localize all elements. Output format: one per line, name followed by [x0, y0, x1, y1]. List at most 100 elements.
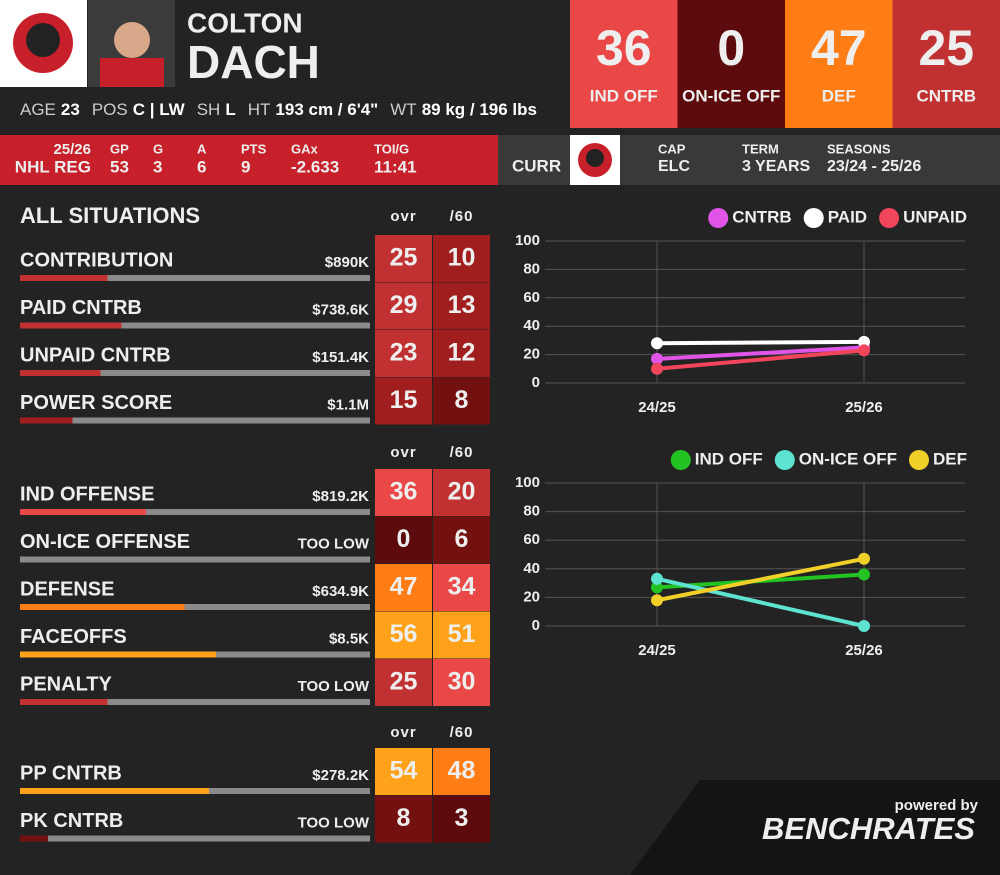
stat-value: 11:41	[374, 157, 417, 176]
cell-value: 3	[455, 804, 469, 832]
point	[651, 594, 663, 607]
score-value: 0	[717, 20, 745, 76]
cell-value: 34	[448, 573, 476, 601]
cell-value: 6	[455, 525, 469, 553]
cell	[375, 564, 432, 611]
contract-label: CAP	[658, 141, 686, 156]
score-box	[892, 0, 1000, 128]
cell	[433, 795, 490, 843]
photo-head	[114, 22, 150, 58]
cell	[433, 659, 490, 706]
cell	[375, 516, 432, 564]
cell	[375, 330, 432, 377]
contract-label: SEASONS	[827, 141, 891, 156]
bar-track	[20, 417, 370, 424]
legend-swatch	[879, 208, 900, 228]
cell	[375, 235, 432, 282]
stat-label: TOI/G	[374, 141, 409, 156]
cell	[375, 469, 432, 516]
cell	[433, 282, 490, 330]
cell	[433, 516, 490, 564]
point	[651, 362, 663, 375]
score-label: DEF	[822, 86, 856, 105]
point	[858, 620, 870, 632]
cell-value: 48	[448, 757, 476, 785]
bar-track	[20, 370, 370, 376]
bio-label: WT	[390, 100, 416, 119]
brand: BENCHRATES	[762, 811, 975, 846]
cell-value: 47	[390, 573, 418, 601]
bar	[20, 835, 48, 842]
cell-value: 25	[390, 244, 418, 272]
legend-swatch	[774, 450, 795, 470]
score-label: IND OFF	[590, 86, 658, 105]
x-tick-label: 25/26	[845, 642, 883, 659]
cell	[433, 330, 490, 377]
y-tick-label: 0	[532, 374, 540, 391]
row-label: FACEOFFS	[20, 626, 127, 648]
cell	[375, 282, 432, 330]
series-line	[656, 345, 865, 361]
cell-value: 54	[390, 757, 418, 785]
season: 25/26	[53, 141, 91, 158]
y-tick-label: 100	[515, 474, 540, 491]
contract-value: 3 YEARS	[742, 158, 811, 175]
point	[858, 335, 870, 348]
score-box	[785, 0, 893, 128]
y-tick-label: 40	[523, 317, 540, 334]
contract-status: CURR	[512, 156, 561, 175]
column-header: ovr	[390, 724, 416, 741]
series-line	[656, 576, 865, 628]
stat-value: 6	[197, 157, 206, 176]
cell-value: 20	[448, 478, 476, 506]
bio-value: 23	[61, 100, 80, 119]
score-value: 47	[811, 20, 867, 76]
stat-value: 9	[241, 157, 250, 176]
legend-swatch	[803, 208, 824, 228]
bar	[20, 370, 101, 376]
bar-track	[20, 835, 370, 842]
cell-value: 8	[397, 804, 411, 832]
cell-value: 10	[448, 244, 476, 272]
cell	[375, 377, 432, 425]
contract-value: ELC	[658, 158, 690, 175]
cell-value: 56	[390, 620, 418, 648]
bar-track	[20, 556, 370, 563]
bio-label: AGE	[20, 100, 56, 119]
y-tick-label: 40	[523, 560, 540, 577]
bar-track	[20, 275, 370, 281]
y-tick-label: 60	[523, 289, 540, 306]
cell	[375, 659, 432, 706]
season-bar	[0, 135, 498, 185]
bar-track	[20, 322, 370, 329]
section-title: ALL SITUATIONS	[20, 203, 200, 228]
bar-track	[20, 604, 370, 610]
x-tick-label: 25/26	[845, 399, 883, 416]
cell-value: 29	[390, 291, 418, 319]
cell	[433, 469, 490, 516]
y-tick-label: 60	[523, 531, 540, 548]
row-label: POWER SCORE	[20, 392, 172, 414]
stat-label: A	[197, 141, 207, 156]
row-label: PK CNTRB	[20, 810, 123, 832]
cell	[375, 748, 432, 795]
series-line	[656, 348, 865, 371]
cell-value: 8	[455, 386, 469, 414]
bar	[20, 509, 146, 515]
photo-jersey	[100, 58, 164, 87]
bar-track	[20, 699, 370, 705]
point	[651, 337, 663, 350]
cell-value: 13	[448, 291, 476, 319]
bar	[20, 699, 108, 705]
bar	[20, 417, 73, 424]
logo-mark	[586, 149, 604, 167]
bar	[20, 788, 209, 794]
bio-value: L	[225, 100, 235, 119]
bio-value: 193 cm / 6'4"	[275, 100, 378, 119]
row-value: TOO LOW	[298, 814, 370, 831]
x-tick-label: 24/25	[638, 399, 676, 416]
legend-label: PAID	[828, 207, 867, 226]
stat-label: GAx	[291, 141, 319, 156]
